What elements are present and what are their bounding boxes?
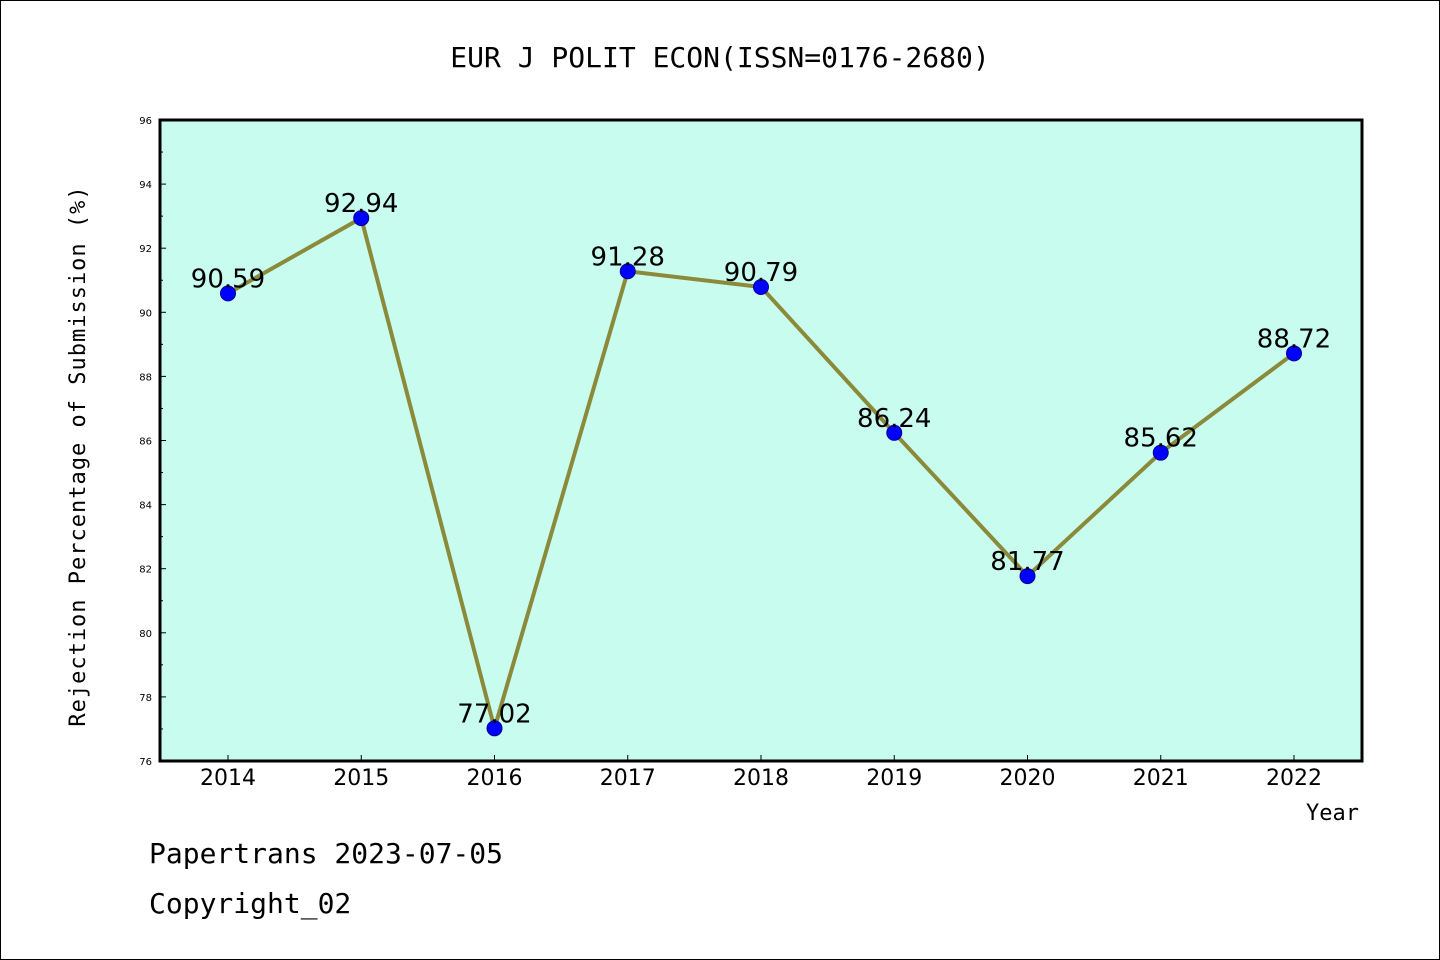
data-point — [753, 278, 769, 295]
y-tick-label: 76 — [139, 757, 152, 768]
y-tick-label: 80 — [139, 629, 152, 640]
data-point — [886, 424, 903, 441]
y-tick-label: 96 — [139, 116, 152, 127]
y-axis-label: Rejection Percentage of Submission (%) — [66, 185, 91, 726]
y-tick-label: 86 — [139, 437, 152, 448]
chart-title: EUR J POLIT ECON(ISSN=0176-2680) — [450, 41, 989, 74]
y-tick-label: 94 — [139, 180, 152, 191]
data-label: 91.28 — [591, 242, 665, 272]
data-label: 90.79 — [724, 258, 798, 288]
footer-copyright: Copyright_02 — [149, 887, 352, 920]
y-tick-label: 78 — [139, 693, 152, 704]
data-label: 85.62 — [1124, 424, 1198, 454]
data-label: 77.02 — [457, 699, 531, 729]
plot-area — [160, 120, 1362, 761]
data-point — [619, 263, 636, 280]
plot-frame — [158, 118, 1364, 763]
x-tick-label: 2014 — [200, 766, 256, 791]
footer-source: Papertrans 2023-07-05 — [149, 837, 504, 870]
series-layer: 90.59 92.94 77.02 91.28 90.79 86.24 81.77 85.62… — [191, 189, 1331, 737]
x-tick-label: 2016 — [467, 766, 523, 791]
data-label: 92.94 — [324, 189, 398, 219]
data-point — [353, 210, 370, 227]
data-point — [1152, 444, 1169, 461]
axis-ticks: 76 78 80 82 84 86 88 90 92 94 96 2014 2015 2016 2017 20… — [139, 116, 1322, 791]
data-point — [486, 720, 503, 737]
data-point — [220, 285, 236, 302]
x-tick-label: 2021 — [1133, 766, 1189, 791]
y-tick-label: 88 — [139, 372, 152, 383]
y-tick-label: 84 — [139, 501, 152, 512]
data-label: 86.24 — [857, 404, 931, 434]
data-label: 90.59 — [191, 264, 265, 294]
data-point — [1019, 568, 1036, 585]
data-label: 88.72 — [1257, 324, 1331, 354]
y-tick-label: 90 — [139, 308, 152, 319]
data-point — [1286, 345, 1302, 362]
y-tick-label: 92 — [139, 244, 152, 255]
x-tick-label: 2018 — [733, 766, 789, 791]
data-label: 81.77 — [990, 547, 1064, 577]
x-tick-label: 2020 — [1000, 766, 1056, 791]
x-tick-label: 2022 — [1266, 766, 1322, 791]
x-tick-label: 2015 — [333, 766, 389, 791]
x-tick-label: 2019 — [866, 766, 922, 791]
x-tick-label: 2017 — [600, 766, 656, 791]
x-axis-label: Year — [1306, 801, 1359, 826]
y-tick-label: 82 — [139, 565, 152, 576]
